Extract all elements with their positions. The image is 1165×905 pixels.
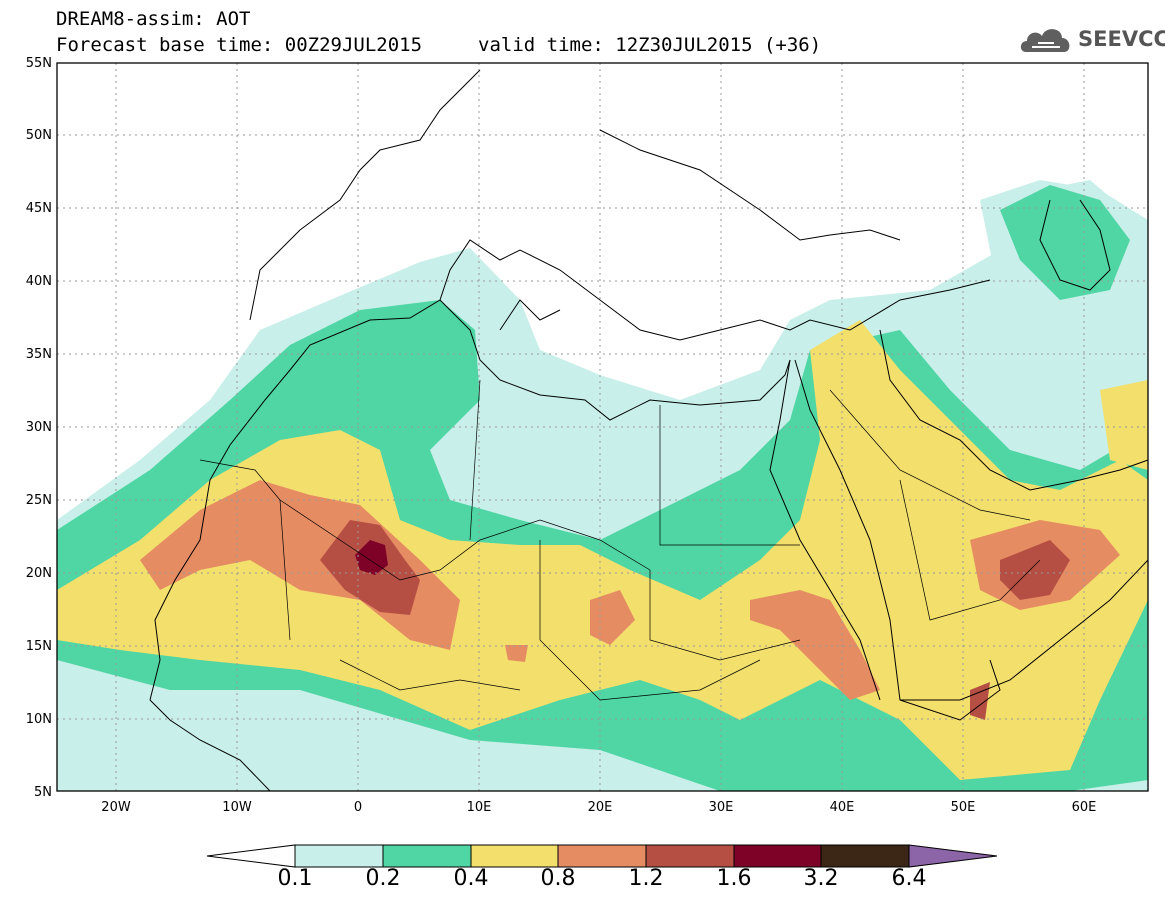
colorbar-over-arrow [908, 844, 998, 868]
lon-tick-60e: 60E [1072, 800, 1097, 815]
aot-band-02b [1000, 185, 1130, 300]
lon-tick-10e: 10E [467, 800, 492, 815]
cloud-icon [1020, 29, 1070, 52]
legend-label-1.2: 1.2 [628, 866, 664, 891]
map-title: DREAM8-assim: AOT [56, 8, 251, 30]
lon-tick-20e: 20E [588, 800, 613, 815]
country-borders [199, 379, 1041, 701]
legend-label-0.8: 0.8 [540, 866, 576, 891]
map-frame [56, 62, 1149, 792]
legend-label-0.4: 0.4 [453, 866, 489, 891]
graticule [57, 63, 1148, 791]
lon-tick-10w: 10W [222, 800, 252, 815]
aot-band-04b [1100, 380, 1148, 470]
aot-band-12c [970, 682, 990, 720]
lat-tick-5n: 5N [34, 785, 52, 800]
valid-time: valid time: 12Z30JUL2015 (+36) [478, 34, 822, 56]
colorbar-labels: 0.1 0.2 0.4 0.8 1.2 1.6 3.2 6.4 [0, 866, 1165, 892]
aot-band-08b [750, 590, 880, 700]
lat-tick-55n: 55N [26, 56, 52, 71]
coastlines [149, 69, 1148, 791]
lon-tick-0: 0 [354, 800, 362, 815]
lat-tick-25n: 25N [26, 493, 52, 508]
legend-label-6.4: 6.4 [891, 866, 927, 891]
logo-text: SEEVCCC [1078, 27, 1165, 51]
color-bar [206, 844, 998, 868]
forecast-base-time: Forecast base time: 00Z29JUL2015 [56, 34, 423, 56]
legend-label-1.6: 1.6 [716, 866, 752, 891]
lon-tick-30e: 30E [709, 800, 734, 815]
lat-tick-20n: 20N [26, 566, 52, 581]
aot-band-08e [505, 645, 528, 662]
colorbar-bin-1 [294, 844, 384, 868]
aot-band-12b [1000, 540, 1070, 600]
colorbar-bin-4 [557, 844, 647, 868]
colorbar-bin-7 [820, 844, 910, 868]
lon-tick-50e: 50E [951, 800, 976, 815]
lat-tick-15n: 15N [26, 639, 52, 654]
colorbar-bin-3 [470, 844, 559, 868]
colorbar-bin-6 [733, 844, 822, 868]
lat-tick-35n: 35N [26, 347, 52, 362]
lat-tick-45n: 45N [26, 201, 52, 216]
colorbar-bin-5 [645, 844, 735, 868]
seevccc-logo: SEEVCCC [1018, 22, 1165, 56]
aot-band-08d [590, 590, 635, 645]
lat-tick-30n: 30N [26, 420, 52, 435]
lon-tick-40e: 40E [830, 800, 855, 815]
lat-tick-10n: 10N [26, 712, 52, 727]
lat-ticks: 5N 10N 15N 20N 25N 30N 35N 40N 45N 50N 5… [26, 56, 52, 800]
lat-tick-50n: 50N [26, 128, 52, 143]
legend-label-0.1: 0.1 [277, 866, 313, 891]
colorbar-under-arrow [206, 844, 296, 868]
lon-ticks: 20W 10W 0 10E 20E 30E 40E 50E 60E [101, 800, 1096, 815]
colorbar-bin-2 [382, 844, 472, 868]
legend-label-0.2: 0.2 [365, 866, 401, 891]
lat-tick-40n: 40N [26, 274, 52, 289]
lon-tick-20w: 20W [101, 800, 131, 815]
aot-field [57, 180, 1148, 791]
legend-label-3.2: 3.2 [803, 866, 839, 891]
aot-band-04 [57, 320, 1148, 780]
